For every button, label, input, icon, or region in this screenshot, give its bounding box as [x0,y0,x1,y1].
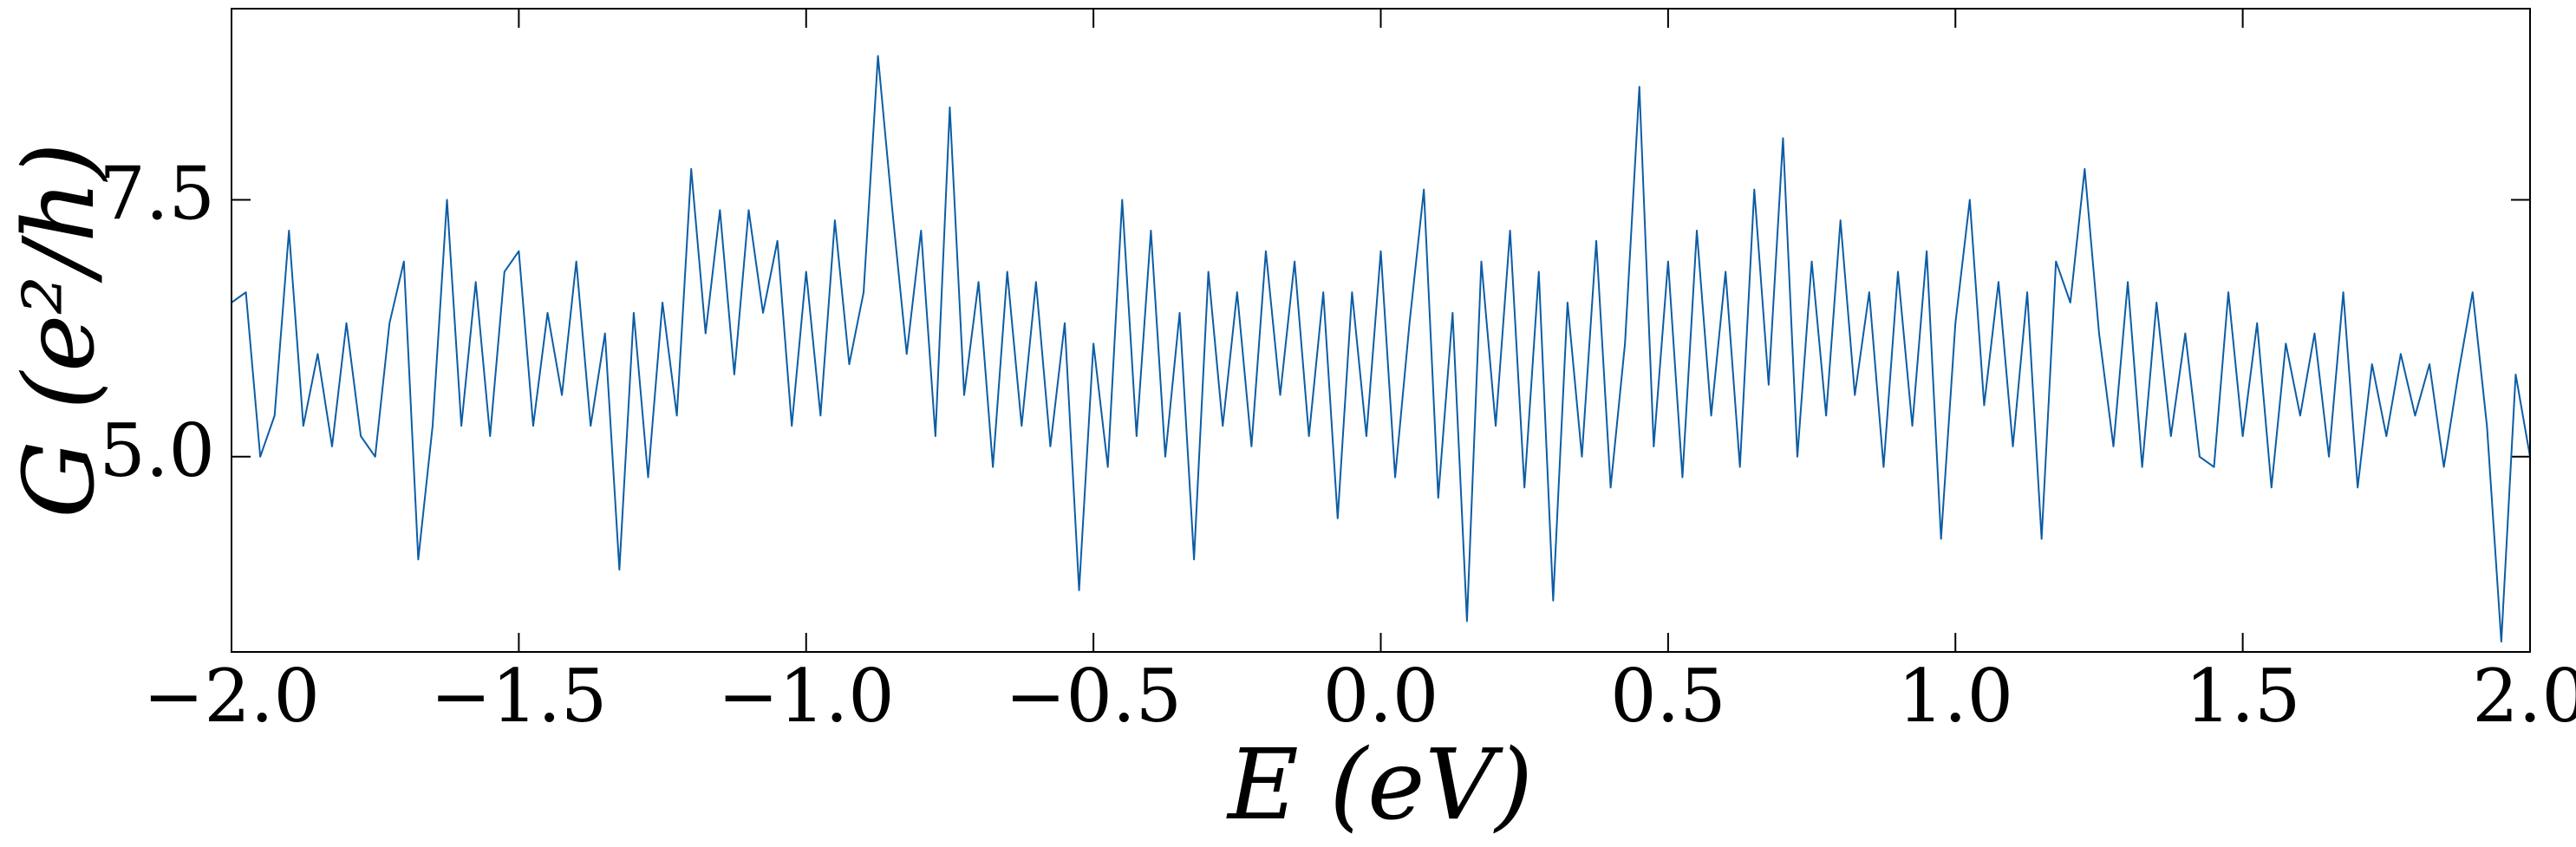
x-tick-label: −1.5 [430,654,607,739]
x-tick-label: −1.0 [718,654,895,739]
x-tick-label: 1.0 [1897,654,2013,739]
plot-frame [231,8,2531,653]
x-tick-label: −2.0 [143,654,320,739]
x-tick-label: 2.0 [2472,654,2576,739]
x-axis-label: E (eV) [1226,729,1533,842]
data-line [231,55,2531,643]
x-tick-label: 1.5 [2185,654,2301,739]
y-tick-label: 7.5 [99,151,215,236]
x-tick-label: 0.0 [1323,654,1439,739]
y-tick-label: 5.0 [99,408,215,493]
x-tick-label: −0.5 [1005,654,1182,739]
x-tick-label: 0.5 [1610,654,1726,739]
y-axis-label: G (e²/h) [3,142,116,518]
